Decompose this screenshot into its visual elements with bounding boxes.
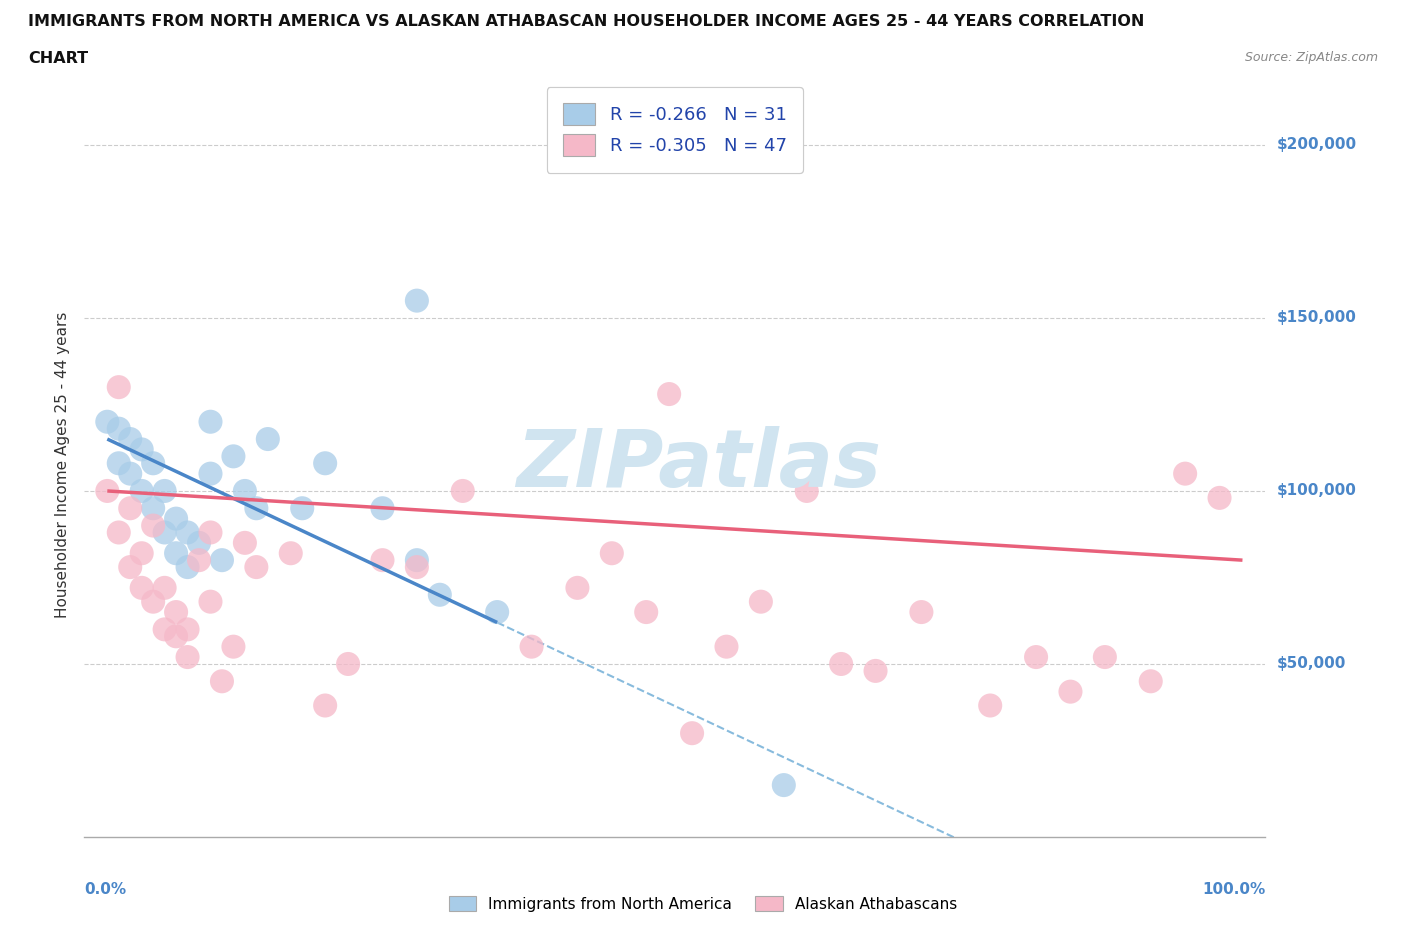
Point: [176, 622, 198, 637]
Point: [211, 552, 233, 567]
Point: [830, 657, 852, 671]
Point: [658, 387, 681, 402]
Point: [1139, 674, 1161, 689]
Text: $100,000: $100,000: [1277, 484, 1357, 498]
Text: 100.0%: 100.0%: [1202, 882, 1265, 897]
Point: [107, 379, 129, 394]
Point: [120, 466, 142, 481]
Point: [567, 580, 589, 595]
Text: $200,000: $200,000: [1277, 138, 1357, 153]
Point: [636, 604, 658, 619]
Point: [256, 432, 278, 446]
Point: [165, 604, 187, 619]
Point: [107, 456, 129, 471]
Point: [200, 525, 222, 540]
Point: [772, 777, 794, 792]
Point: [222, 449, 245, 464]
Legend: Immigrants from North America, Alaskan Athabascans: Immigrants from North America, Alaskan A…: [443, 889, 963, 918]
Point: [1174, 466, 1197, 481]
Point: [291, 501, 314, 516]
Point: [131, 580, 153, 595]
Point: [486, 604, 509, 619]
Point: [131, 442, 153, 457]
Point: [451, 484, 474, 498]
Point: [165, 512, 187, 526]
Point: [107, 421, 129, 436]
Point: [600, 546, 623, 561]
Point: [211, 674, 233, 689]
Point: [131, 484, 153, 498]
Point: [153, 580, 176, 595]
Point: [1059, 684, 1081, 699]
Point: [716, 639, 738, 654]
Point: [796, 484, 818, 498]
Point: [188, 552, 211, 567]
Point: [142, 594, 165, 609]
Point: [120, 560, 142, 575]
Point: [406, 552, 429, 567]
Point: [280, 546, 302, 561]
Point: [176, 650, 198, 665]
Point: [142, 501, 165, 516]
Y-axis label: Householder Income Ages 25 - 44 years: Householder Income Ages 25 - 44 years: [55, 312, 70, 618]
Point: [406, 560, 429, 575]
Point: [865, 663, 887, 678]
Legend: R = -0.266   N = 31, R = -0.305   N = 47: R = -0.266 N = 31, R = -0.305 N = 47: [547, 87, 803, 173]
Point: [406, 293, 429, 308]
Text: CHART: CHART: [28, 51, 89, 66]
Point: [200, 466, 222, 481]
Point: [910, 604, 932, 619]
Point: [337, 657, 360, 671]
Point: [429, 588, 451, 603]
Point: [176, 525, 198, 540]
Point: [96, 484, 118, 498]
Point: [153, 484, 176, 498]
Point: [233, 484, 256, 498]
Text: 0.0%: 0.0%: [84, 882, 127, 897]
Point: [153, 622, 176, 637]
Point: [107, 525, 129, 540]
Point: [176, 560, 198, 575]
Point: [222, 639, 245, 654]
Point: [371, 501, 394, 516]
Point: [520, 639, 543, 654]
Point: [1208, 490, 1230, 505]
Text: IMMIGRANTS FROM NORTH AMERICA VS ALASKAN ATHABASCAN HOUSEHOLDER INCOME AGES 25 -: IMMIGRANTS FROM NORTH AMERICA VS ALASKAN…: [28, 14, 1144, 29]
Point: [188, 536, 211, 551]
Point: [1094, 650, 1116, 665]
Point: [681, 725, 703, 740]
Point: [142, 456, 165, 471]
Point: [131, 546, 153, 561]
Text: $150,000: $150,000: [1277, 311, 1357, 325]
Point: [979, 698, 1001, 713]
Point: [314, 456, 336, 471]
Point: [153, 525, 176, 540]
Point: [1025, 650, 1047, 665]
Point: [200, 594, 222, 609]
Text: $50,000: $50,000: [1277, 657, 1346, 671]
Point: [245, 560, 267, 575]
Point: [120, 501, 142, 516]
Point: [120, 432, 142, 446]
Point: [749, 594, 772, 609]
Point: [233, 536, 256, 551]
Point: [165, 629, 187, 644]
Point: [245, 501, 267, 516]
Point: [142, 518, 165, 533]
Point: [314, 698, 336, 713]
Point: [96, 414, 118, 429]
Text: ZIPatlas: ZIPatlas: [516, 426, 882, 504]
Text: Source: ZipAtlas.com: Source: ZipAtlas.com: [1244, 51, 1378, 64]
Point: [165, 546, 187, 561]
Point: [371, 552, 394, 567]
Point: [200, 414, 222, 429]
